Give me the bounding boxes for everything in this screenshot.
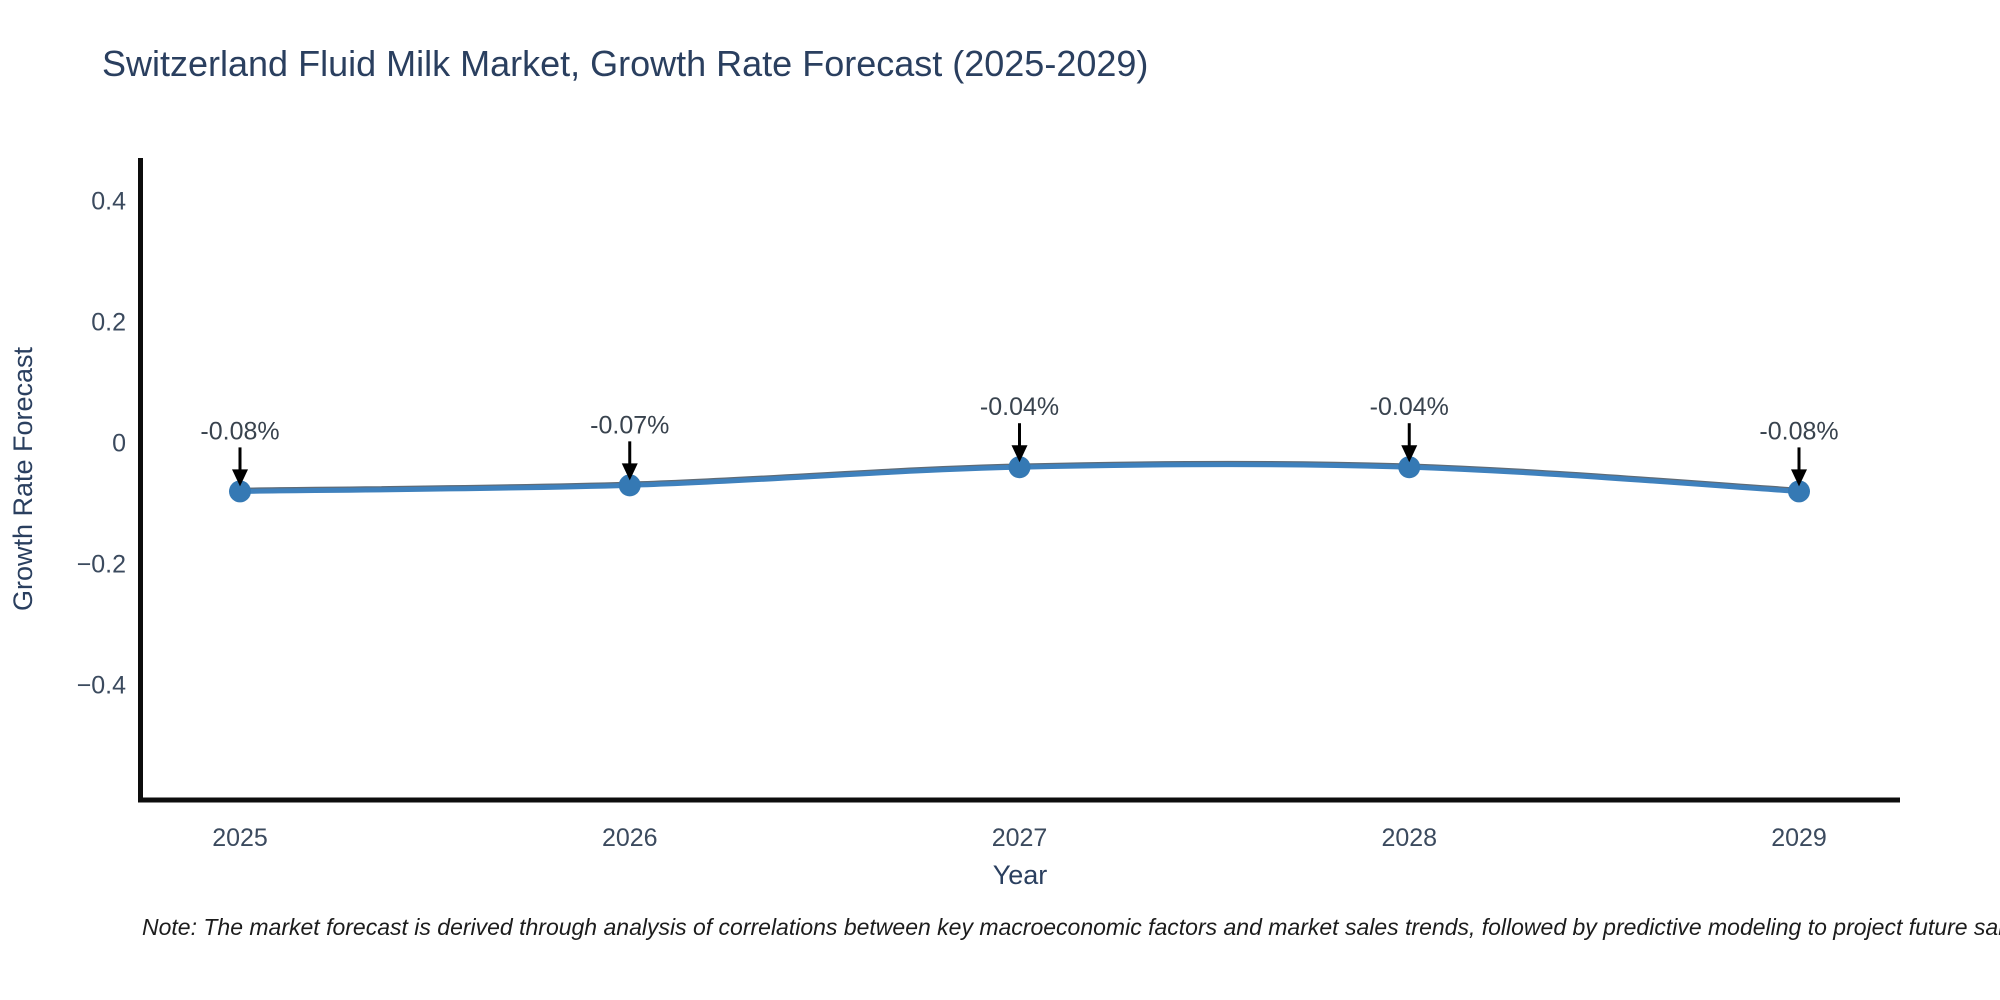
annotation-arrow-head — [232, 469, 248, 487]
x-tick-label: 2026 — [602, 824, 658, 852]
data-point-label: -0.07% — [590, 411, 669, 439]
chart-title: Switzerland Fluid Milk Market, Growth Ra… — [102, 43, 1149, 84]
y-tick-label: −0.4 — [77, 672, 126, 700]
annotation-arrow-head — [1011, 445, 1028, 463]
y-tick-label: 0.2 — [91, 309, 126, 337]
annotation-arrow-head — [1791, 469, 1807, 487]
data-point-marker — [1398, 456, 1421, 479]
data-point-label: -0.04% — [980, 393, 1059, 421]
data-point-label: -0.08% — [1759, 417, 1838, 445]
data-point-marker — [1008, 456, 1031, 479]
x-tick-label: 2029 — [1771, 824, 1827, 852]
data-point-marker — [618, 474, 641, 497]
chart-footnote: Note: The market forecast is derived thr… — [142, 914, 2000, 940]
data-point-label: -0.08% — [200, 417, 279, 445]
x-tick-label: 2025 — [212, 824, 268, 852]
y-tick-label: 0 — [112, 430, 126, 458]
data-point-label: -0.04% — [1370, 393, 1449, 421]
annotation-arrow-head — [1401, 445, 1418, 463]
x-tick-label: 2028 — [1381, 824, 1437, 852]
y-tick-label: 0.4 — [91, 188, 126, 216]
data-point-marker — [1788, 480, 1810, 503]
x-tick-label: 2027 — [992, 824, 1048, 852]
data-point-marker — [229, 480, 251, 503]
x-axis-title: Year — [993, 860, 1048, 890]
y-tick-label: −0.2 — [77, 551, 126, 579]
y-axis-title: Growth Rate Forecast — [8, 346, 38, 611]
annotation-arrow-head — [621, 463, 638, 481]
